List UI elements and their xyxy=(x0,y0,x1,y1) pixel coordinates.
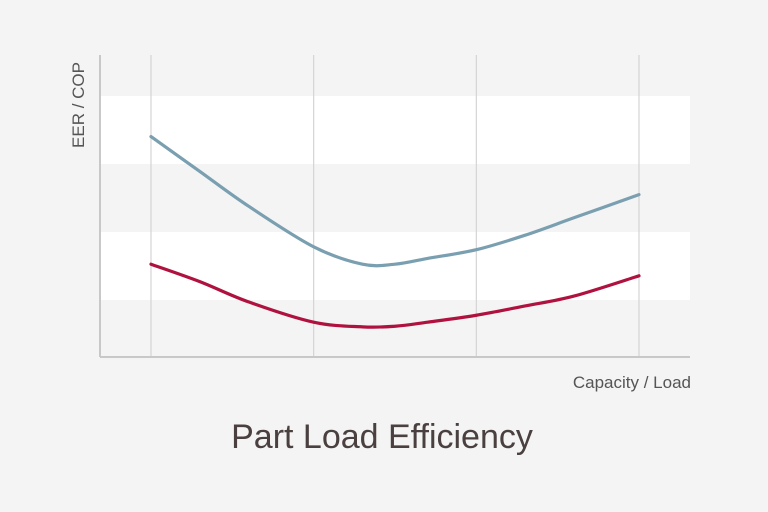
series-line-1 xyxy=(149,135,641,268)
background-bands xyxy=(100,96,690,300)
chart-title: Part Load Efficiency xyxy=(231,418,533,456)
vertical-gridlines xyxy=(150,55,640,357)
axes xyxy=(99,55,690,358)
x-axis-label: Capacity / Load xyxy=(573,373,691,392)
series-line-2 xyxy=(149,262,641,329)
series-layer xyxy=(149,135,641,329)
background-band xyxy=(100,232,690,300)
y-axis-label: EER / COP xyxy=(69,62,88,148)
background-band xyxy=(100,96,690,164)
